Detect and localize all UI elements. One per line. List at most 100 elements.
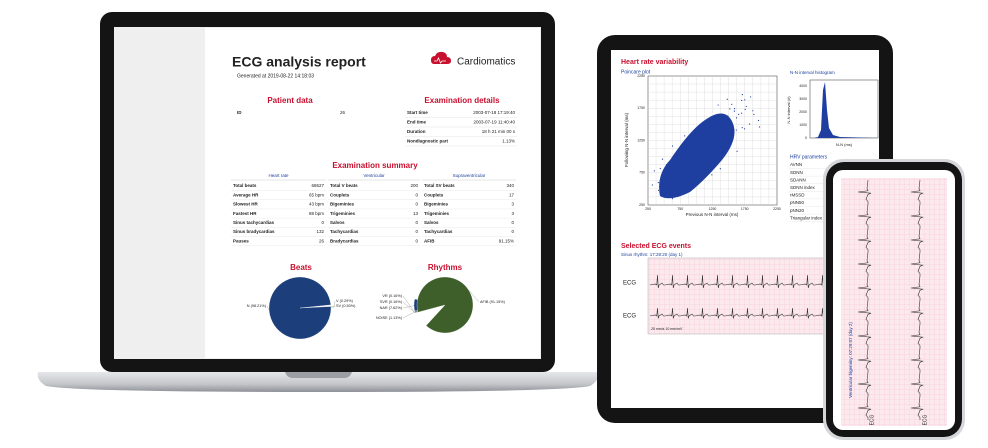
scatter-dot	[709, 130, 711, 133]
scatter-dot	[676, 175, 678, 178]
row-label: Couplets	[424, 192, 444, 197]
scatter-dot	[689, 186, 692, 188]
scatter-dot	[731, 103, 733, 105]
hrv-parameter: rMSSD	[790, 193, 805, 198]
x-tick-label: 2250	[773, 207, 781, 211]
scatter-dot	[753, 113, 755, 115]
y-tick-label: 1750	[637, 106, 645, 110]
row-value: 0	[415, 220, 418, 225]
scatter-dot	[752, 110, 754, 112]
scatter-dot	[714, 148, 716, 150]
row-value: 0	[511, 220, 514, 225]
laptop-notch	[285, 372, 352, 378]
phone-ecg-trace	[910, 179, 924, 420]
scatter-dot	[702, 126, 704, 128]
scatter-dot	[671, 197, 674, 200]
pie-label: AFIB (91.15%)	[480, 300, 506, 304]
scatter-dot	[727, 122, 729, 124]
hrv-parameter: pNN50	[790, 200, 805, 205]
scatter-dot	[715, 162, 717, 164]
scatter-dot	[738, 113, 740, 115]
scatter-dot	[669, 169, 672, 171]
exam-details-title: Examination details	[424, 96, 500, 105]
row-label: Start time	[407, 110, 428, 115]
hrv-parameter: Triangular index	[790, 215, 823, 220]
phone-event-label: Ventricular bigeminy: 07:29:07 (day 2)	[848, 322, 853, 398]
report-title: ECG analysis report	[232, 54, 366, 70]
y-tick-label: 2000	[799, 110, 807, 114]
scatter-dot	[688, 167, 690, 169]
scatter-dot	[677, 152, 680, 155]
scatter-dot	[717, 147, 719, 149]
scatter-dot	[653, 170, 655, 172]
scatter-dot	[720, 156, 722, 158]
scatter-dot	[716, 120, 719, 122]
histogram-x-label: N-N (ms)	[836, 142, 853, 147]
hrv-title: Heart rate variability	[621, 59, 688, 66]
scatter-dot	[698, 147, 700, 149]
scatter-dot	[671, 145, 674, 147]
row-value: 340	[506, 183, 514, 188]
row-label: Slowest HR	[233, 202, 259, 207]
leader-line	[402, 295, 416, 313]
scatter-dot	[675, 186, 677, 188]
scatter-dot	[685, 186, 688, 188]
leader-line	[468, 290, 480, 303]
row-value: 132	[316, 229, 324, 234]
y-tick-label: 1250	[637, 138, 645, 142]
scale-note: 25 mm/s 10 mm/mV	[651, 327, 683, 331]
scatter-dot	[720, 121, 722, 123]
scatter-dot	[693, 147, 696, 149]
row-label: End time	[407, 120, 426, 125]
scatter-dot	[714, 140, 717, 142]
scatter-dot	[700, 136, 702, 138]
scatter-dot	[726, 98, 728, 100]
row-label: Salvos	[330, 220, 345, 225]
laptop-base	[37, 372, 599, 392]
histogram-shape	[814, 82, 878, 138]
ecg-trace	[649, 274, 825, 289]
x-tick-label: 250	[645, 207, 651, 211]
row-value: 17	[509, 192, 515, 197]
scatter-dot	[669, 173, 671, 175]
scatter-dot	[745, 105, 747, 108]
lead-label: ECG	[623, 314, 636, 320]
histogram-title: N-N interval histogram	[790, 70, 835, 75]
scatter-dot	[732, 125, 734, 127]
scatter-dot	[680, 160, 682, 162]
scatter-dot	[709, 122, 711, 124]
scatter-dot	[693, 181, 696, 183]
row-value: 200	[410, 183, 418, 188]
scatter-dot	[663, 183, 665, 186]
events-title: Selected ECG events	[621, 243, 691, 250]
row-label: Tachycardias	[330, 229, 359, 234]
patient-data-title: Patient data	[267, 96, 313, 105]
histogram-y-label: N-N interval (#)	[786, 96, 791, 124]
scatter-dot	[663, 179, 665, 181]
scatter-dot	[686, 141, 688, 143]
scatter-dot	[708, 131, 710, 133]
scatter-dot	[659, 167, 661, 170]
row-label: Total V beats	[330, 183, 358, 188]
scatter-dot	[758, 126, 761, 128]
scatter-dot	[674, 182, 676, 184]
scatter-dot	[733, 110, 736, 112]
leader-line	[266, 305, 270, 311]
y-tick-label: 1000	[799, 123, 807, 127]
row-label: Total SV beats	[424, 183, 455, 188]
scatter-dot	[715, 122, 717, 124]
row-label: Bigeminies	[424, 202, 449, 207]
row-value: 0	[511, 229, 514, 234]
scatter-dot	[704, 162, 706, 164]
row-label: Bradycardias	[330, 238, 359, 243]
scatter-dot	[687, 172, 690, 174]
pie-slice	[416, 276, 474, 334]
scatter-dot	[715, 156, 717, 158]
phone: Ventricular bigeminy: 07:29:07 (day 2) E…	[823, 159, 965, 440]
scatter-dot	[719, 168, 721, 170]
row-value: 65 bpm	[309, 192, 324, 197]
hrv-parameter: pNN20	[790, 208, 805, 213]
rhythms-title: Rhythms	[428, 263, 463, 272]
scatter-dot	[701, 131, 703, 133]
